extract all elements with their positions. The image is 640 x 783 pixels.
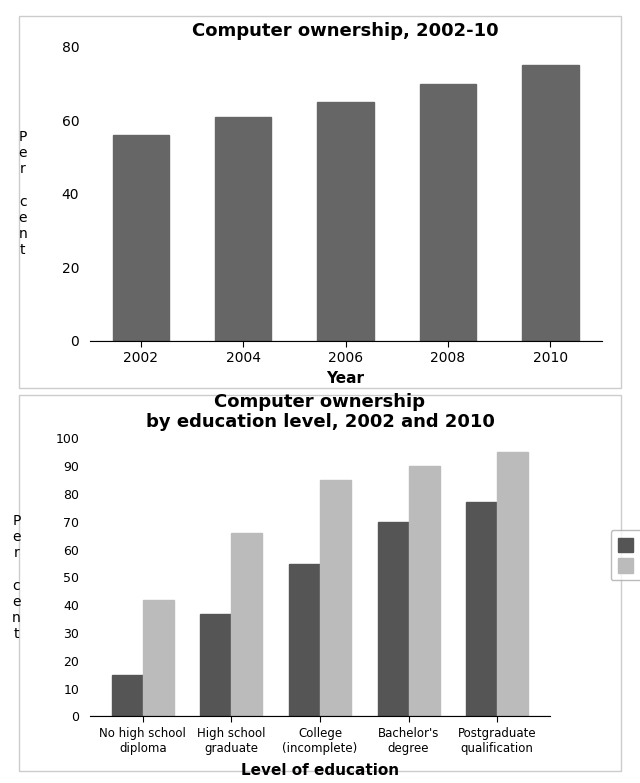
Y-axis label: P
e
r

c
e
n
t: P e r c e n t [19,130,27,258]
Bar [522,65,579,341]
Bar [378,521,408,716]
Bar [143,600,174,716]
Y-axis label: P
e
r

c
e
n
t: P e r c e n t [12,514,20,641]
Bar [200,614,232,716]
Bar [317,102,374,341]
Bar [112,675,143,716]
Bar [408,467,440,716]
Title: Computer ownership, 2002-10: Computer ownership, 2002-10 [192,22,499,40]
X-axis label: Level of education: Level of education [241,763,399,778]
Bar [232,533,262,716]
Bar [289,564,320,716]
Bar [215,117,271,341]
Bar [466,503,497,716]
Bar [320,480,351,716]
Bar [420,84,476,341]
Bar [113,135,169,341]
Title: Computer ownership
by education level, 2002 and 2010: Computer ownership by education level, 2… [145,392,495,431]
X-axis label: Year: Year [326,370,365,385]
Bar [497,453,528,716]
Legend: 2002, 2010: 2002, 2010 [611,530,640,580]
